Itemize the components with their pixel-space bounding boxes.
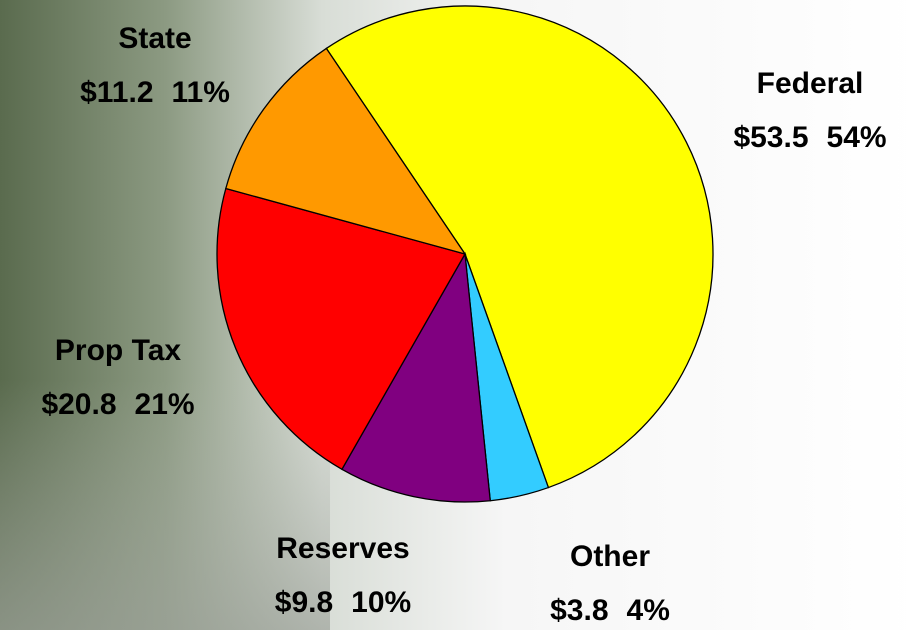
value-label: $53.5: [733, 121, 808, 154]
value-label: $11.2: [80, 76, 153, 109]
value-label: $20.8: [41, 388, 116, 421]
slice-label: Reserves: [276, 532, 409, 565]
slice-value: $20.8 21%: [41, 388, 194, 421]
pie-slice: [325, 5, 714, 489]
slice-label: Other: [570, 540, 650, 573]
pie-slice: [225, 47, 467, 256]
slice-value: $3.8 4%: [550, 594, 670, 627]
labels: Federal $53.5 54% Other $3.8 4% Reserves $9.8 10…: [41, 22, 886, 627]
slice-value: $53.5 54%: [733, 121, 886, 154]
value-label: $3.8: [550, 594, 608, 627]
pie-slice: [216, 187, 466, 471]
percent-label: 4%: [627, 594, 670, 627]
pie-slice: [341, 251, 491, 503]
slice-value: $11.2 11%: [80, 76, 230, 109]
slice-value: $9.8 10%: [275, 586, 411, 619]
slice-label: State: [118, 22, 191, 55]
slice-label: Federal: [757, 67, 864, 100]
value-label: $9.8: [275, 586, 333, 619]
percent-label: 54%: [827, 121, 887, 154]
background-road: [0, 380, 330, 630]
percent-label: 21%: [135, 388, 195, 421]
percent-label: 11%: [172, 76, 230, 109]
percent-label: 10%: [351, 586, 411, 619]
slice-label: Prop Tax: [55, 334, 181, 367]
pie: [216, 5, 714, 503]
